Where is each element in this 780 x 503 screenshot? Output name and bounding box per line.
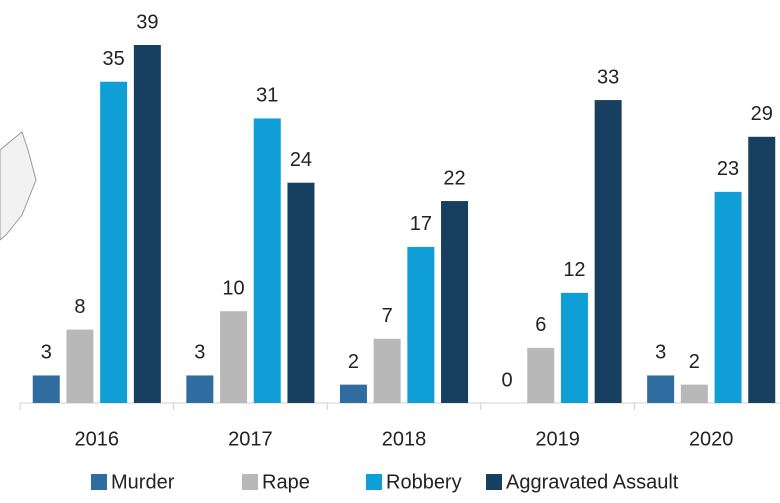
- bar: [748, 136, 776, 404]
- bar: [560, 292, 588, 403]
- bar: [220, 311, 248, 403]
- data-label: 2: [348, 351, 359, 373]
- data-label: 0: [501, 369, 512, 391]
- bar: [133, 45, 161, 403]
- bar: [339, 384, 367, 403]
- legend-label: Aggravated Assault: [506, 471, 679, 493]
- data-label: 23: [717, 158, 739, 180]
- data-label: 3: [41, 342, 52, 364]
- data-label: 3: [655, 342, 666, 364]
- bar: [253, 118, 281, 403]
- legend-swatch: [242, 474, 258, 490]
- data-label: 33: [597, 66, 619, 88]
- legend-label: Robbery: [386, 471, 462, 493]
- x-tick-label: 2016: [75, 428, 120, 450]
- bar: [407, 246, 435, 403]
- x-tick-label: 2020: [689, 428, 734, 450]
- data-label: 3: [194, 342, 205, 364]
- x-tick-label: 2018: [382, 428, 427, 450]
- data-label: 22: [443, 167, 465, 189]
- legend-label: Murder: [111, 471, 175, 493]
- data-label: 12: [563, 259, 585, 281]
- data-label: 17: [410, 213, 432, 235]
- bar: [594, 100, 622, 404]
- legend-swatch: [366, 474, 382, 490]
- legend-label: Rape: [262, 471, 310, 493]
- bar: [100, 81, 128, 403]
- x-tick-label: 2019: [535, 428, 580, 450]
- data-label: 35: [103, 48, 125, 70]
- data-label: 7: [382, 305, 393, 327]
- data-label: 6: [535, 314, 546, 336]
- bar: [714, 191, 742, 403]
- bar: [32, 375, 60, 403]
- data-label: 8: [74, 296, 85, 318]
- data-label: 29: [751, 103, 773, 125]
- bar: [527, 347, 555, 403]
- bar: [66, 329, 94, 403]
- data-label: 10: [222, 277, 244, 299]
- data-label: 24: [290, 149, 312, 171]
- legend-swatch: [486, 474, 502, 490]
- data-label: 31: [256, 85, 278, 107]
- bar: [186, 375, 214, 403]
- bar: [287, 182, 315, 403]
- bar: [680, 384, 708, 403]
- data-label: 2: [689, 351, 700, 373]
- bar: [647, 375, 675, 403]
- bar: [441, 201, 469, 403]
- legend-swatch: [91, 474, 107, 490]
- data-label: 39: [136, 11, 158, 33]
- x-tick-label: 2017: [228, 428, 273, 450]
- map-outline: [0, 131, 37, 241]
- bar: [373, 338, 401, 403]
